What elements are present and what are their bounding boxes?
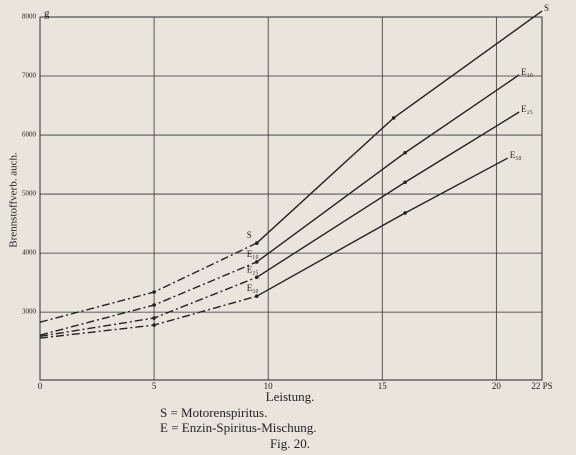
caption: Fig. 20. [270,436,310,451]
series-label: E₅₀ [247,283,259,293]
point [152,316,156,320]
series-label: E₅₀ [510,150,522,160]
line-solid [256,74,520,263]
x-tick-label: 5 [152,381,157,391]
line-dashed [39,242,258,323]
x-tick-label: 20 [492,381,502,391]
series-label: S [544,3,549,13]
caption: E = Enzin-Spiritus-Mischung. [160,420,316,435]
caption: S = Motorenspiritus. [160,405,267,420]
point [254,241,259,245]
point [254,260,259,264]
x-tick-label: 10 [264,381,274,391]
point [152,303,156,307]
y-axis-label: Brennstoffverb. auch. [8,152,20,248]
point [152,323,156,327]
y-tick-label: 4000 [22,249,37,257]
series-label: E₁₀ [247,249,259,259]
series-label: S [247,230,252,240]
plot-frame [39,16,543,381]
point [403,180,407,185]
point [254,294,259,298]
line-dashed [39,261,258,336]
series-label: E₂₅ [521,104,533,114]
y-tick-label: 3000 [22,308,37,316]
series-label: E₁₀ [521,67,533,77]
x-tick-label: 22 PS [531,381,552,391]
y-tick-label: 5000 [22,190,37,198]
y-unit: g [44,8,50,20]
point [391,116,396,120]
series-label: E₂₅ [247,264,259,274]
x-tick-label: 15 [378,381,388,391]
x-tick-label: 0 [38,381,43,391]
line-solid [256,111,520,278]
y-tick-label: 7000 [22,72,37,80]
point [152,290,156,294]
point [403,211,407,215]
line-solid [256,10,543,244]
y-tick-label: 8000 [22,13,37,21]
point [254,275,259,280]
x-axis-label: Leistung. [266,389,315,404]
y-tick-label: 6000 [22,131,37,139]
point [403,150,407,155]
